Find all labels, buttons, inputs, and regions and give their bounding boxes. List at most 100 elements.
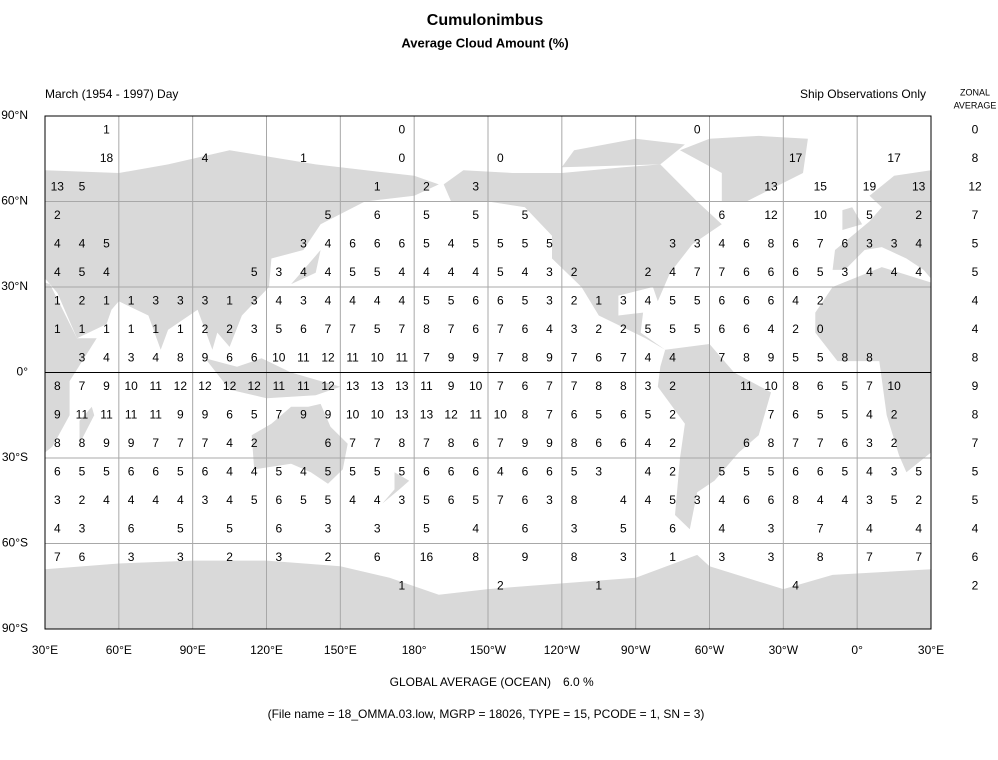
longitude-label: 150°W (470, 643, 507, 657)
cell-value: 6 (448, 493, 455, 507)
cell-value: 7 (349, 436, 356, 450)
zonal-header: AVERAGE (954, 100, 997, 110)
cell-value: 6 (497, 293, 504, 307)
cell-value: 1 (128, 293, 135, 307)
cell-value: 3 (300, 293, 307, 307)
cell-value: 8 (792, 379, 799, 393)
cell-value: 2 (620, 322, 627, 336)
cell-value: 6 (620, 436, 627, 450)
cell-value: 5 (522, 293, 529, 307)
cell-value: 5 (842, 379, 849, 393)
cell-value: 10 (814, 208, 828, 222)
longitude-label: 30°W (769, 643, 799, 657)
cell-value: 5 (103, 464, 110, 478)
cell-value: 4 (472, 265, 479, 279)
latitude-label: 30°N (1, 279, 28, 293)
cell-value: 5 (103, 236, 110, 250)
cell-value: 17 (789, 151, 803, 165)
cell-value: 12 (321, 350, 335, 364)
cell-value: 5 (891, 493, 898, 507)
cell-value: 7 (325, 322, 332, 336)
cell-value: 7 (817, 521, 824, 535)
cell-value: 1 (54, 322, 61, 336)
cell-value: 6 (792, 236, 799, 250)
cell-value: 7 (866, 550, 873, 564)
cell-value: 8 (472, 550, 479, 564)
cell-value: 11 (297, 379, 310, 393)
cell-value: 7 (54, 550, 61, 564)
cell-value: 12 (223, 379, 237, 393)
cell-value: 4 (718, 236, 725, 250)
cell-value: 10 (124, 379, 138, 393)
cell-value: 8 (522, 350, 529, 364)
cell-value: 5 (669, 322, 676, 336)
cell-value: 6 (522, 464, 529, 478)
cell-value: 2 (423, 179, 430, 193)
cell-value: 5 (226, 521, 233, 535)
latitude-label: 90°N (1, 108, 28, 122)
cell-value: 4 (202, 151, 209, 165)
cell-value: 5 (571, 464, 578, 478)
cell-value: 11 (740, 379, 753, 393)
cell-value: 9 (54, 407, 61, 421)
cell-value: 5 (325, 208, 332, 222)
cell-value: 16 (420, 550, 434, 564)
cell-value: 8 (595, 379, 602, 393)
cell-value: 10 (494, 407, 508, 421)
cell-value: 6 (472, 464, 479, 478)
cell-value: 2 (226, 550, 233, 564)
cell-value: 13 (764, 179, 778, 193)
cell-value: 3 (694, 493, 701, 507)
cell-value: 6 (743, 293, 750, 307)
cell-value: 10 (346, 407, 360, 421)
cell-value: 5 (423, 293, 430, 307)
cell-value: 5 (817, 265, 824, 279)
cell-value: 3 (546, 493, 553, 507)
cell-value: 5 (177, 464, 184, 478)
cell-value: 5 (669, 293, 676, 307)
cell-value: 6 (472, 322, 479, 336)
cell-value: 5 (423, 521, 430, 535)
cell-value: 1 (300, 151, 307, 165)
cell-value: 2 (571, 265, 578, 279)
cell-value: 1 (669, 550, 676, 564)
cell-value: 6 (472, 293, 479, 307)
cell-value: 4 (325, 265, 332, 279)
cell-value: 7 (423, 436, 430, 450)
cell-value: 2 (79, 493, 86, 507)
cell-value: 6 (718, 293, 725, 307)
cell-value: 6 (743, 236, 750, 250)
cell-value: 3 (472, 179, 479, 193)
cell-value: 5 (522, 236, 529, 250)
cell-value: 6 (79, 550, 86, 564)
cell-value: 3 (891, 236, 898, 250)
cell-value: 6 (817, 379, 824, 393)
cell-value: 2 (817, 293, 824, 307)
cell-value: 9 (325, 407, 332, 421)
zonal-average: 6 (972, 550, 979, 564)
cell-value: 4 (645, 293, 652, 307)
cell-value: 4 (325, 236, 332, 250)
cell-value: 1 (595, 578, 602, 592)
cell-value: 0 (817, 322, 824, 336)
cell-value: 8 (743, 350, 750, 364)
cell-value: 9 (128, 436, 135, 450)
cell-value: 4 (915, 236, 922, 250)
cell-value: 6 (571, 407, 578, 421)
cell-value: 5 (251, 407, 258, 421)
cell-value: 5 (300, 493, 307, 507)
cell-value: 3 (202, 493, 209, 507)
cell-value: 11 (100, 407, 113, 421)
latitude-label: 0° (17, 365, 29, 379)
cell-value: 6 (768, 293, 775, 307)
cell-value: 3 (79, 521, 86, 535)
cell-value: 4 (866, 265, 873, 279)
zonal-average: 2 (972, 578, 979, 592)
cell-value: 6 (349, 236, 356, 250)
zonal-average: 8 (972, 407, 979, 421)
cell-value: 15 (814, 179, 828, 193)
cell-value: 5 (694, 293, 701, 307)
cell-value: 0 (497, 151, 504, 165)
cell-value: 9 (448, 350, 455, 364)
